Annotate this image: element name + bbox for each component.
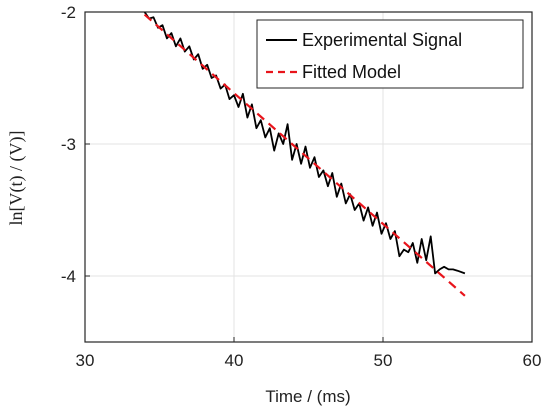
- legend: Experimental Signal Fitted Model: [256, 19, 524, 89]
- x-tick-label: 60: [523, 351, 542, 370]
- x-tick-label: 40: [225, 351, 244, 370]
- legend-label-experimental: Experimental Signal: [302, 30, 462, 50]
- y-tick-label: -2: [61, 3, 76, 22]
- y-axis-title: ln[V(t) / (V)]: [6, 131, 27, 226]
- x-tick-label: 30: [76, 351, 95, 370]
- y-tick-label: -3: [61, 135, 76, 154]
- x-tick-label: 50: [374, 351, 393, 370]
- y-tick-label: -4: [61, 267, 76, 286]
- ticks: 30 40 50 60 -4 -3 -2: [61, 3, 542, 370]
- legend-label-fitted: Fitted Model: [302, 62, 401, 82]
- series-layer: [143, 11, 466, 297]
- fitted-model-line: [143, 13, 466, 297]
- plot-frame: [84, 11, 533, 343]
- x-axis-title: Time / (ms): [265, 387, 350, 406]
- legend-box: [256, 19, 524, 89]
